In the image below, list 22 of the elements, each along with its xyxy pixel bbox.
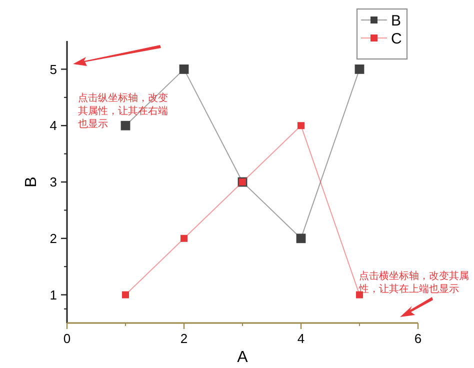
x-axis-title: A: [237, 349, 248, 366]
x-tick-label: 2: [180, 331, 188, 346]
legend-label: C: [391, 30, 402, 48]
annotation: 点击横坐标轴，改变其属性，让其在上端也显示: [358, 270, 469, 295]
point: [179, 64, 189, 74]
y-tick-label: 2: [50, 230, 57, 246]
y-tick-label: 3: [50, 174, 57, 190]
legend-label: B: [391, 12, 402, 30]
y-tick-label: 1: [50, 287, 57, 302]
point: [298, 122, 304, 130]
y-tick-label: 5: [50, 62, 57, 77]
point: [180, 234, 188, 242]
point: [354, 64, 364, 74]
x-tick-label: 4: [297, 331, 305, 346]
x-tick-label: 6: [414, 331, 422, 346]
point: [122, 291, 129, 298]
point: [120, 120, 130, 130]
y-axis-title: B: [23, 176, 40, 188]
x-tick-label: 0: [63, 331, 71, 346]
point: [296, 234, 306, 244]
y-tick-label: 4: [50, 118, 57, 134]
annotation: 点击纵坐标轴，改变其属性，让其在右端也显示: [78, 92, 168, 130]
